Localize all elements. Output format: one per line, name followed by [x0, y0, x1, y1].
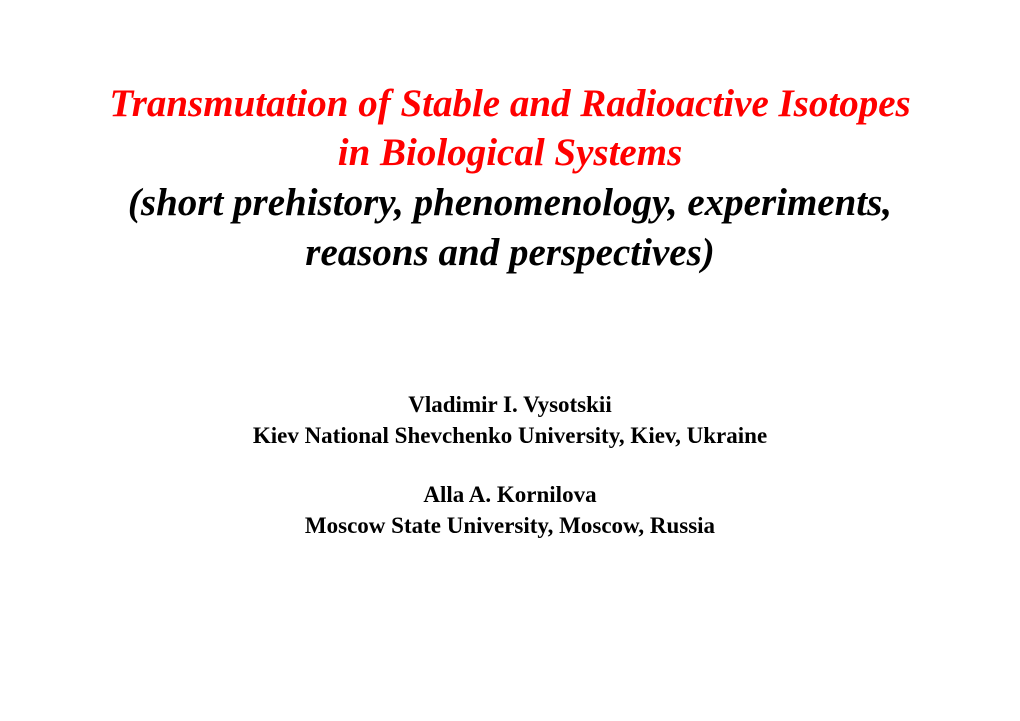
- author-affiliation-1: Kiev National Shevchenko University, Kie…: [90, 420, 930, 451]
- author-group-2: Alla A. Kornilova Moscow State Universit…: [90, 479, 930, 541]
- author-name-1: Vladimir I. Vysotskii: [90, 389, 930, 420]
- authors-block: Vladimir I. Vysotskii Kiev National Shev…: [90, 389, 930, 541]
- author-affiliation-2: Moscow State University, Moscow, Russia: [90, 510, 930, 541]
- title-main-red: Transmutation of Stable and Radioactive …: [90, 80, 930, 178]
- title-block: Transmutation of Stable and Radioactive …: [90, 80, 930, 279]
- title-subtitle-black: (short prehistory, phenomenology, experi…: [90, 178, 930, 279]
- author-group-1: Vladimir I. Vysotskii Kiev National Shev…: [90, 389, 930, 451]
- author-name-2: Alla A. Kornilova: [90, 479, 930, 510]
